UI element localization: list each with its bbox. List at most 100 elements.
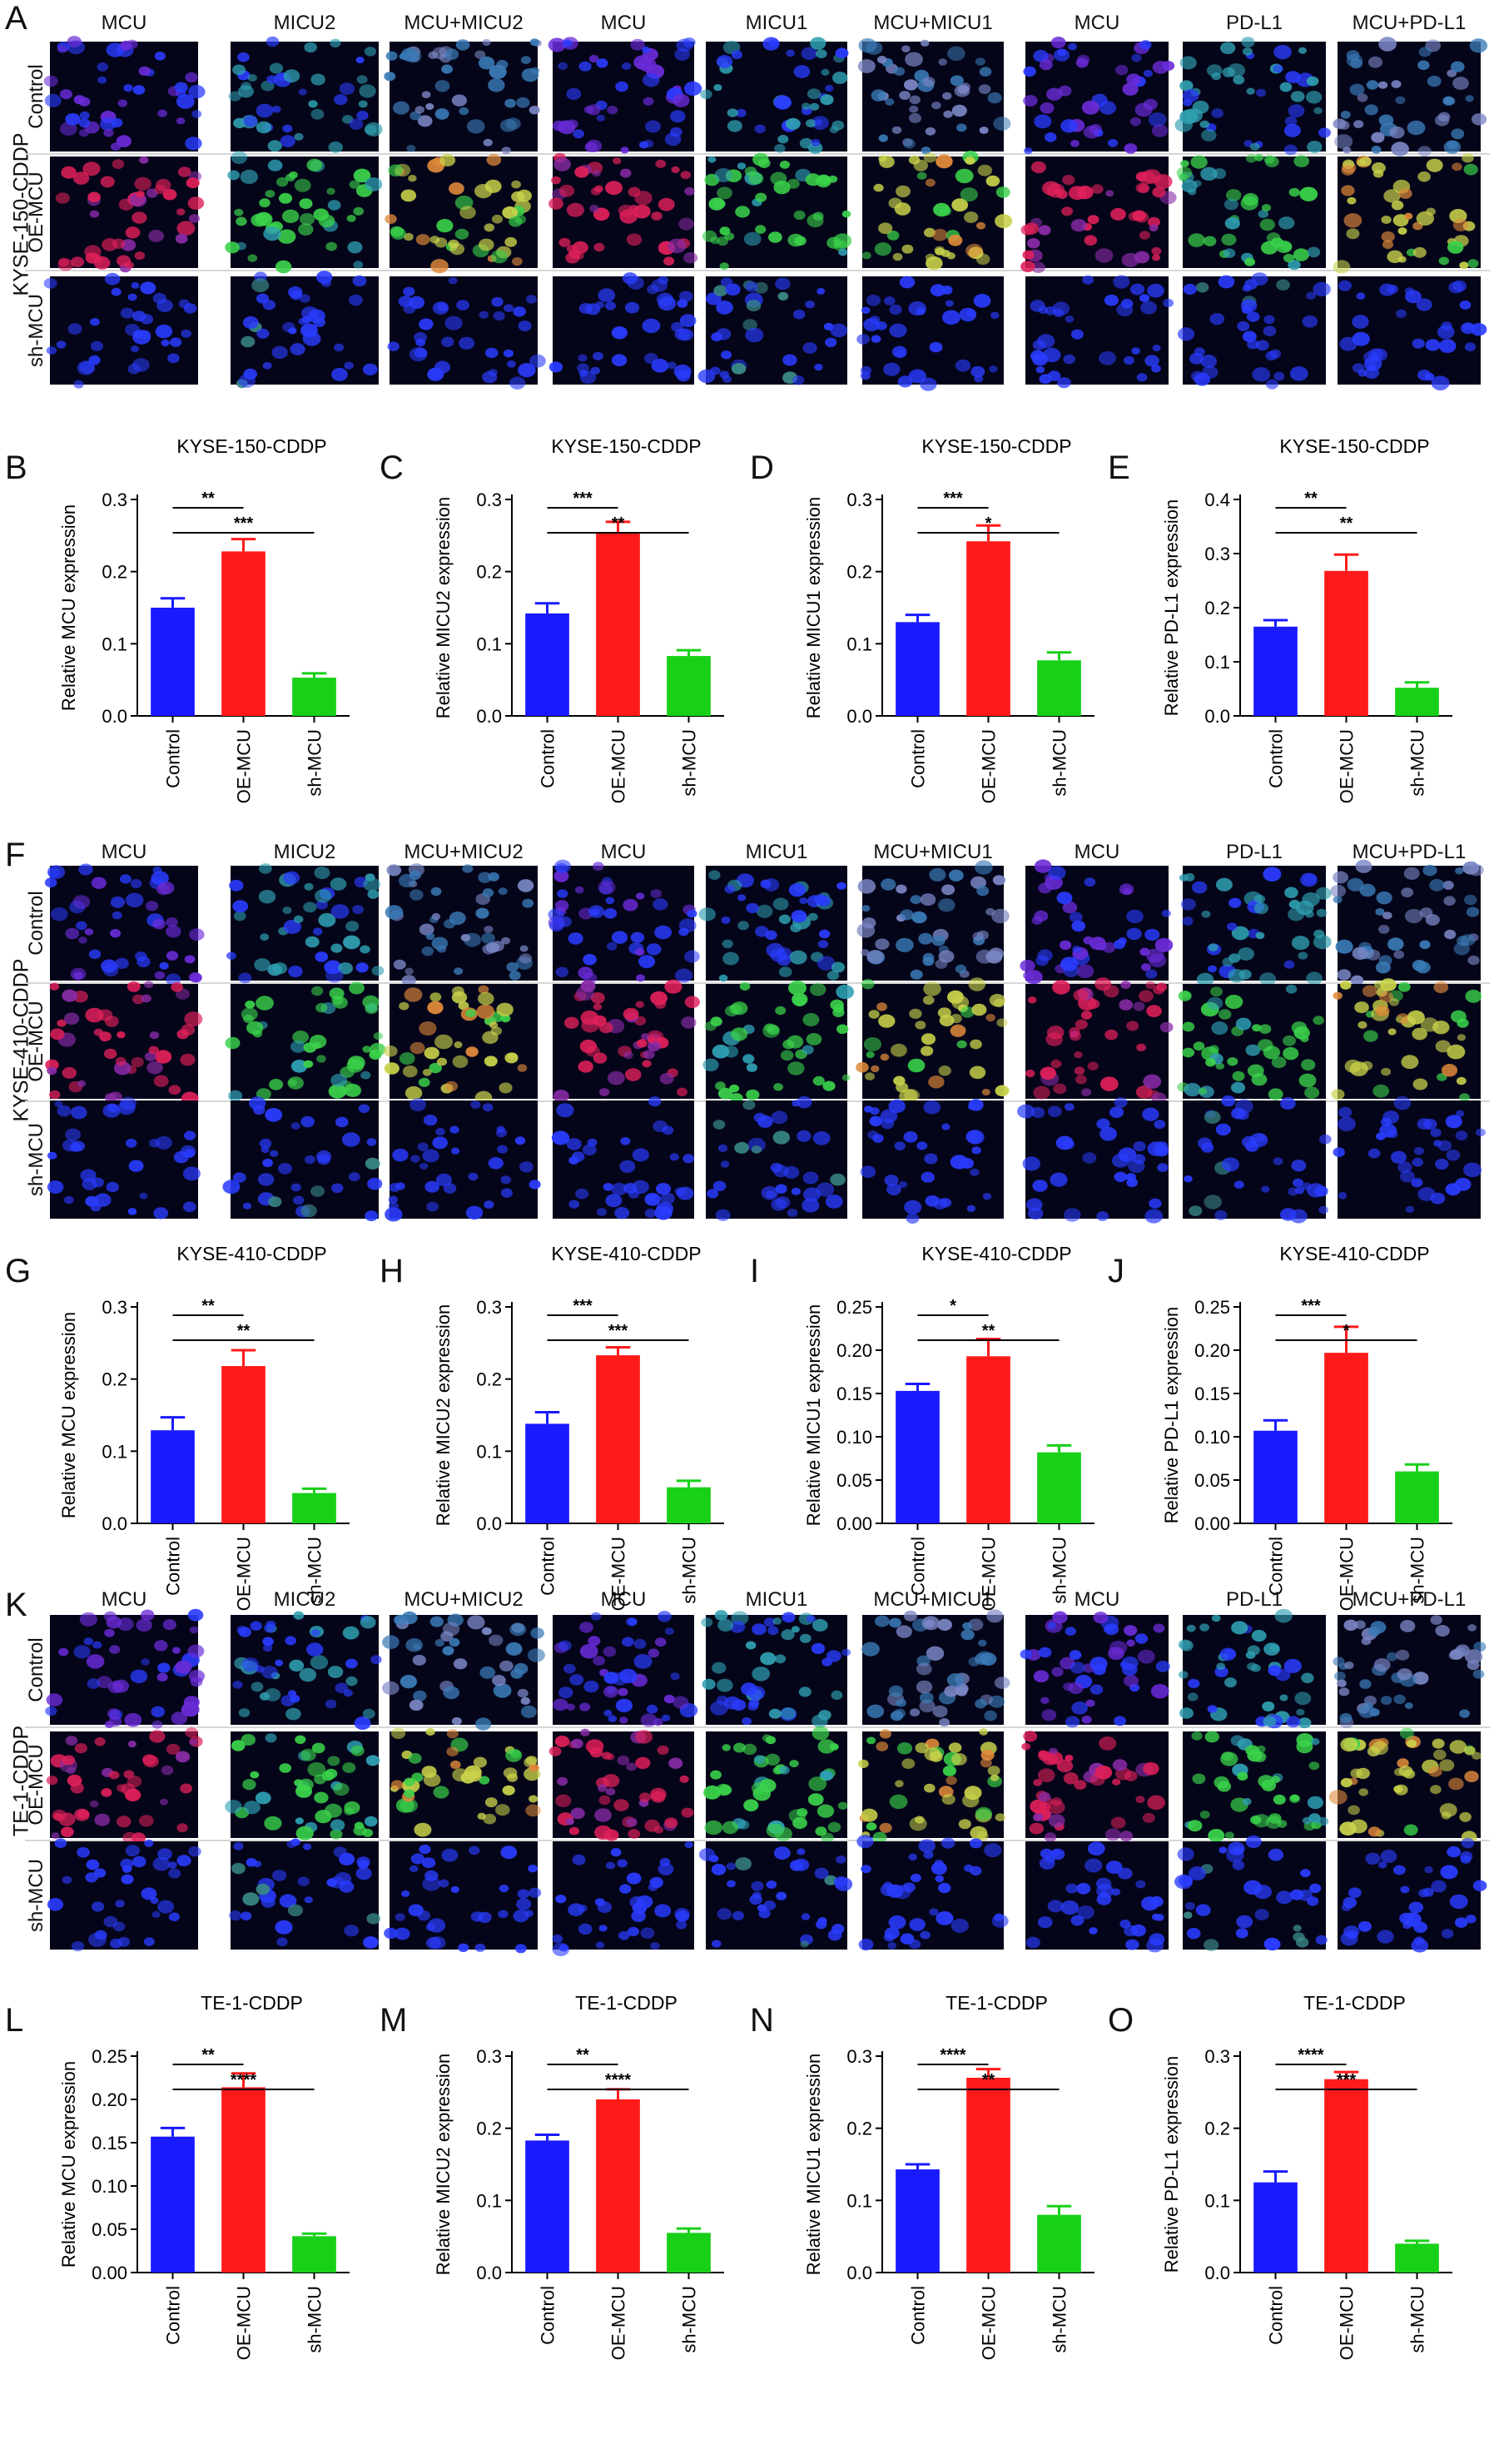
cell-nucleus (769, 38, 779, 47)
cell-nucleus (1283, 123, 1301, 137)
cell-nucleus (334, 343, 345, 352)
cell-nucleus (986, 1609, 1004, 1623)
cell-nucleus (441, 336, 454, 347)
cell-nucleus (1179, 874, 1189, 882)
cell-nucleus (1208, 943, 1219, 951)
cell-nucleus (1273, 1794, 1286, 1805)
cell-nucleus (1147, 283, 1164, 298)
cell-nucleus (465, 1009, 476, 1018)
cell-nucleus (1201, 910, 1211, 918)
cell-nucleus (140, 314, 154, 325)
cell-nucleus (792, 375, 805, 385)
cell-nucleus (1120, 298, 1134, 309)
cell-nucleus (43, 75, 58, 87)
cell-nucleus (555, 1895, 567, 1904)
cell-nucleus (582, 1144, 597, 1155)
cell-nucleus (1416, 298, 1432, 311)
cell-nucleus (171, 1647, 181, 1654)
cell-nucleus (1293, 1178, 1303, 1188)
cell-nucleus (1348, 1887, 1362, 1898)
cell-nucleus (1469, 38, 1488, 53)
cell-nucleus (1064, 1103, 1075, 1111)
micrograph-tile (225, 1731, 380, 1841)
y-tick-label: 0.2 (476, 2119, 502, 2139)
cell-nucleus (303, 902, 317, 913)
cell-nucleus (1051, 1849, 1060, 1856)
cell-nucleus (153, 1207, 169, 1220)
cell-nucleus (886, 231, 900, 241)
cell-nucleus (910, 969, 923, 980)
cell-nucleus (1362, 985, 1377, 997)
cell-nucleus (1288, 187, 1300, 197)
cell-nucleus (1446, 1150, 1461, 1161)
cell-nucleus (765, 1753, 781, 1766)
cell-nucleus (593, 1003, 603, 1011)
cell-nucleus (960, 187, 978, 202)
cell-nucleus (1199, 120, 1210, 128)
cell-nucleus (45, 1059, 59, 1071)
cell-nucleus (1372, 169, 1384, 178)
cell-nucleus (1396, 1013, 1410, 1024)
cell-nucleus (1375, 1005, 1390, 1016)
cell-nucleus (185, 72, 198, 82)
cell-nucleus (300, 1204, 317, 1218)
cell-nucleus (556, 1103, 574, 1118)
cell-nucleus (94, 1193, 112, 1207)
cell-nucleus (77, 1847, 90, 1858)
cell-nucleus (1046, 87, 1063, 101)
cell-nucleus (315, 1002, 328, 1013)
cell-nucleus (889, 323, 907, 338)
cell-nucleus (483, 1813, 497, 1825)
cell-nucleus (1094, 977, 1112, 991)
cell-nucleus (1382, 240, 1394, 249)
cell-nucleus (427, 367, 444, 381)
cell-nucleus (73, 1645, 91, 1659)
cell-nucleus (873, 183, 884, 192)
cell-nucleus (1335, 939, 1353, 954)
cell-nucleus (1333, 260, 1351, 274)
cell-nucleus (1455, 867, 1464, 875)
cell-nucleus (643, 97, 654, 106)
cell-nucleus (630, 931, 645, 943)
y-axis-label: Relative MCU expression (58, 1312, 79, 1518)
cell-nucleus (1205, 1058, 1216, 1067)
cell-nucleus (279, 1894, 297, 1908)
cell-nucleus (1151, 365, 1161, 373)
cell-nucleus (1140, 301, 1158, 315)
cell-nucleus (513, 306, 526, 317)
cell-nucleus (79, 1612, 97, 1627)
cell-nucleus (1273, 64, 1283, 73)
column-label: MCU+MICU2 (404, 841, 524, 863)
cell-nucleus (1238, 947, 1254, 961)
cell-nucleus (628, 1829, 641, 1839)
cell-nucleus (1031, 261, 1045, 273)
cell-nucleus (1310, 1738, 1320, 1746)
cell-nucleus (620, 147, 629, 154)
cell-nucleus (245, 1000, 256, 1009)
cell-nucleus (462, 864, 474, 873)
y-tick-label: 0.00 (836, 1513, 872, 1534)
micrograph-tile (856, 1835, 1009, 1951)
cell-nucleus (136, 191, 145, 198)
cell-nucleus (716, 328, 732, 340)
cell-nucleus (563, 1663, 576, 1674)
cell-nucleus (171, 982, 183, 992)
cell-nucleus (1211, 1614, 1221, 1622)
cell-nucleus (1265, 379, 1278, 390)
cell-nucleus (122, 1831, 137, 1844)
cell-nucleus (233, 911, 246, 922)
cell-nucleus (704, 1021, 717, 1031)
cell-nucleus (589, 204, 599, 213)
cell-nucleus (979, 67, 992, 77)
cell-nucleus (941, 310, 960, 325)
cell-nucleus (1413, 1146, 1424, 1155)
cell-nucleus (498, 887, 508, 896)
cell-nucleus (1199, 1811, 1210, 1819)
cell-nucleus (79, 111, 90, 120)
cell-nucleus (1214, 1210, 1228, 1220)
cell-nucleus (344, 361, 354, 370)
row-separator (25, 982, 1490, 984)
cell-nucleus (588, 54, 599, 63)
cell-nucleus (345, 921, 360, 932)
cell-nucleus (1263, 867, 1282, 882)
